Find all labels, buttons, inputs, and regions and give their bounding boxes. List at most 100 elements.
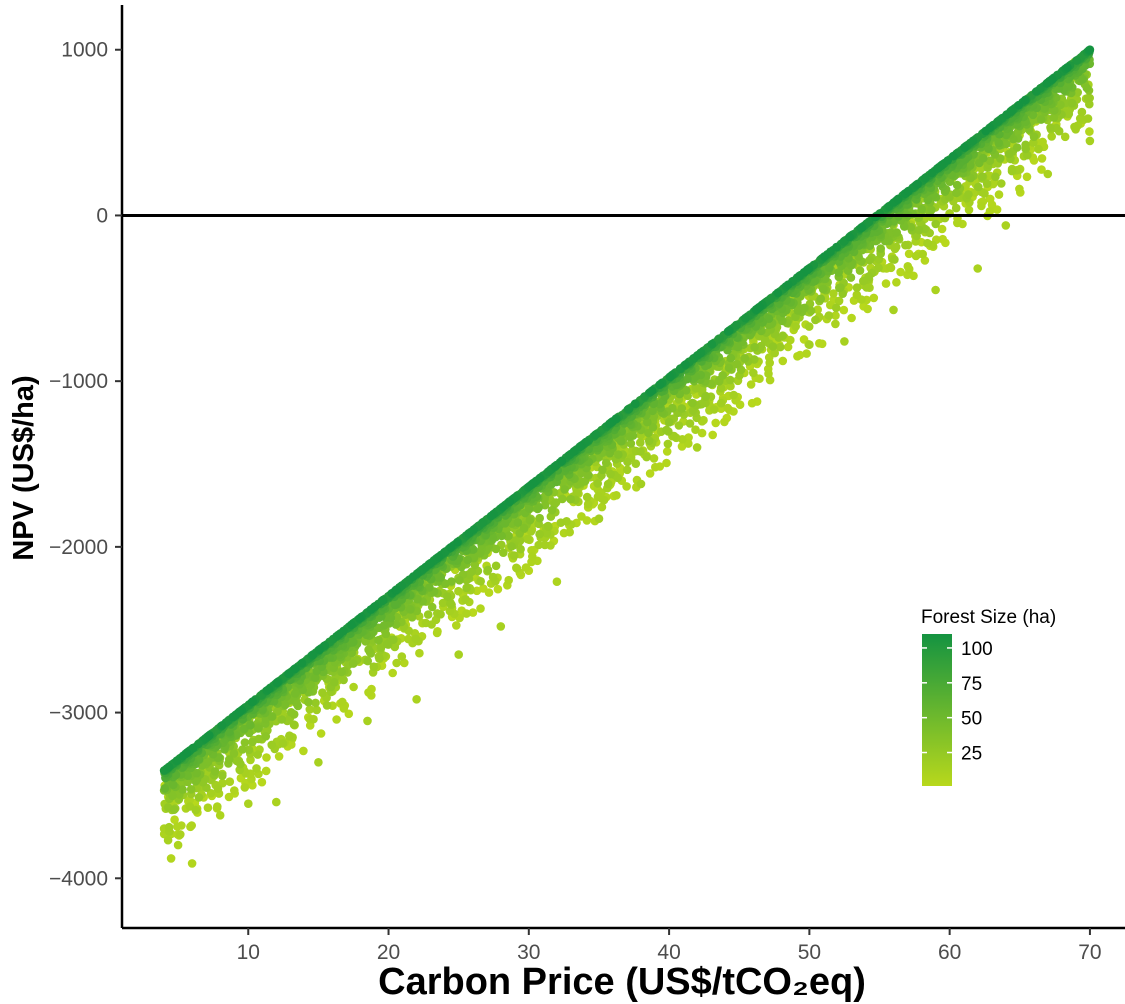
data-point [488, 572, 498, 582]
data-point [708, 430, 717, 440]
data-point [425, 583, 434, 592]
data-point [749, 368, 758, 378]
data-point [1029, 132, 1039, 141]
data-point [526, 527, 536, 536]
data-point [322, 701, 332, 710]
data-point [163, 835, 173, 845]
data-point [802, 349, 811, 358]
data-point [528, 552, 537, 561]
data-point [1034, 144, 1043, 154]
data-point [1073, 88, 1082, 97]
data-point [599, 495, 609, 505]
data-point [203, 803, 213, 812]
data-point [966, 161, 975, 170]
data-point [187, 821, 196, 830]
data-point [230, 786, 239, 795]
data-point [272, 797, 281, 807]
data-point [246, 755, 255, 765]
data-point [415, 648, 424, 658]
data-point [923, 238, 932, 248]
data-point [523, 534, 532, 544]
data-point [411, 634, 421, 644]
data-point [917, 205, 926, 214]
data-point [980, 189, 989, 198]
data-point [392, 658, 401, 668]
data-point [388, 668, 398, 678]
data-point [1007, 166, 1017, 176]
data-point [824, 311, 834, 320]
data-point [987, 200, 997, 210]
data-point [1028, 110, 1038, 120]
data-point [890, 255, 899, 264]
data-point [572, 488, 581, 498]
data-point [225, 777, 235, 786]
data-point [662, 425, 671, 435]
data-point [715, 334, 724, 343]
data-point [427, 620, 436, 629]
data-point [397, 652, 407, 661]
data-point [240, 783, 250, 792]
data-point [720, 417, 729, 427]
data-point [1070, 122, 1079, 132]
data-point [552, 577, 562, 586]
data-point [764, 369, 773, 379]
data-point [688, 398, 697, 408]
data-point [507, 542, 516, 551]
data-point [847, 313, 856, 323]
data-point [286, 708, 296, 717]
data-point [446, 599, 455, 608]
data-point [558, 494, 567, 504]
data-point [869, 293, 879, 303]
data-point [834, 296, 844, 306]
data-point [1085, 127, 1094, 136]
data-point [512, 563, 521, 573]
data-point [683, 374, 692, 384]
data-point [892, 278, 901, 287]
data-point [476, 577, 486, 586]
data-point [770, 348, 779, 358]
data-point [544, 522, 553, 531]
data-point [697, 428, 707, 438]
data-point [691, 383, 701, 393]
data-point [1004, 149, 1014, 159]
data-point [726, 353, 736, 363]
data-point [332, 715, 341, 724]
data-point [305, 721, 315, 730]
data-point [889, 305, 898, 315]
data-point [1047, 132, 1056, 141]
data-point [339, 704, 349, 713]
data-point [169, 805, 179, 814]
data-point [778, 356, 788, 366]
data-point [876, 244, 885, 253]
data-point [829, 289, 838, 298]
data-point [612, 491, 621, 500]
data-point [468, 608, 478, 617]
data-point [931, 285, 940, 295]
data-point [183, 771, 192, 780]
data-point [452, 621, 461, 630]
data-point [836, 283, 845, 292]
data-point [349, 659, 358, 668]
data-point [991, 172, 1000, 182]
data-point [314, 758, 323, 767]
data-point [691, 425, 700, 435]
data-point [892, 228, 901, 237]
data-point [229, 749, 239, 758]
data-point [973, 264, 982, 273]
data-point [309, 714, 318, 724]
data-point [432, 628, 442, 638]
data-point [305, 705, 315, 714]
data-point [274, 752, 284, 761]
data-point [664, 418, 674, 427]
data-point [985, 207, 995, 216]
data-point [280, 700, 290, 710]
data-point [583, 499, 593, 509]
data-point [463, 555, 473, 565]
data-point [253, 750, 262, 759]
data-point [443, 592, 452, 601]
data-point [312, 705, 322, 715]
data-point [1082, 83, 1092, 93]
data-point [169, 780, 178, 790]
data-point [750, 342, 759, 352]
data-point [733, 342, 743, 352]
